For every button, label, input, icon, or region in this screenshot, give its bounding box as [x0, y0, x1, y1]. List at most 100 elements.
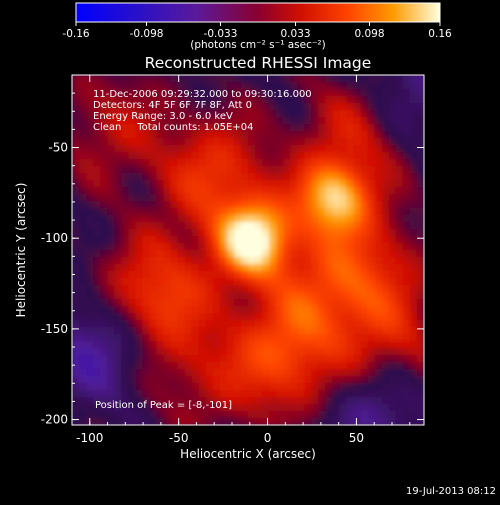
heatmap-cell: [205, 180, 214, 188]
heatmap-cell: [107, 187, 115, 195]
heatmap-cell: [135, 369, 143, 377]
heatmap-cell: [388, 173, 397, 181]
heatmap-cell: [416, 82, 424, 90]
heatmap-cell: [255, 229, 263, 237]
heatmap-cell: [184, 82, 193, 90]
heatmap-cell: [311, 215, 319, 223]
heatmap-cell: [219, 376, 228, 384]
heatmap-cell: [332, 334, 341, 342]
heatmap-cell: [170, 117, 179, 125]
heatmap-cell: [318, 103, 327, 111]
heatmap-cell: [269, 117, 277, 125]
heatmap-cell: [269, 341, 277, 349]
heatmap-cell: [205, 285, 214, 293]
heatmap-cell: [416, 215, 424, 223]
heatmap-cell: [304, 376, 312, 384]
heatmap-cell: [72, 201, 80, 209]
heatmap-cell: [360, 404, 369, 412]
heatmap-cell: [297, 362, 305, 370]
heatmap-cell: [142, 285, 151, 293]
heatmap-cell: [72, 82, 80, 90]
heatmap-cell: [79, 306, 87, 314]
heatmap-cell: [353, 306, 362, 314]
heatmap-cell: [318, 180, 327, 188]
heatmap-cell: [212, 208, 221, 216]
heatmap-cell: [269, 348, 277, 356]
x-tick-label: 50: [349, 431, 364, 445]
heatmap-cell: [395, 362, 404, 370]
heatmap-cell: [114, 320, 122, 328]
heatmap-cell: [142, 257, 151, 265]
heatmap-cell: [135, 215, 143, 223]
heatmap-cell: [332, 117, 341, 125]
heatmap-cell: [142, 187, 151, 195]
heatmap-cell: [367, 201, 376, 209]
heatmap-cell: [72, 257, 80, 265]
heatmap-cell: [177, 418, 186, 425]
heatmap-cell: [262, 89, 270, 97]
heatmap-cell: [191, 82, 200, 90]
heatmap-cell: [374, 173, 383, 181]
heatmap-cell: [332, 362, 341, 370]
heatmap-cell: [170, 299, 179, 307]
heatmap-cell: [128, 96, 136, 104]
heatmap-cell: [149, 383, 158, 391]
heatmap-cell: [184, 313, 193, 321]
heatmap-cell: [121, 257, 129, 265]
heatmap-cell: [121, 376, 129, 384]
heatmap-cell: [212, 313, 221, 321]
heatmap-cell: [135, 152, 143, 160]
heatmap-cell: [381, 243, 390, 251]
heatmap-cell: [318, 257, 327, 265]
heatmap-cell: [212, 124, 221, 132]
heatmap-cell: [388, 299, 397, 307]
heatmap-cell: [170, 82, 179, 90]
heatmap-cell: [262, 355, 270, 363]
heatmap-cell: [409, 243, 418, 251]
heatmap-cell: [142, 376, 151, 384]
heatmap-cell: [416, 299, 424, 307]
heatmap-cell: [395, 89, 404, 97]
heatmap-cell: [353, 96, 362, 104]
heatmap-cell: [269, 250, 277, 258]
heatmap-cell: [269, 390, 277, 398]
heatmap-cell: [262, 187, 270, 195]
heatmap-cell: [79, 320, 87, 328]
heatmap-cell: [346, 131, 355, 139]
heatmap-cell: [156, 404, 165, 412]
heatmap-cell: [262, 166, 270, 174]
heatmap-cell: [205, 173, 214, 181]
heatmap-cell: [72, 362, 80, 370]
heatmap-cell: [72, 369, 80, 377]
heatmap-cell: [262, 201, 270, 209]
heatmap-cell: [86, 334, 94, 342]
heatmap-cell: [205, 124, 214, 132]
heatmap-cell: [86, 369, 94, 377]
heatmap-cell: [142, 215, 151, 223]
heatmap-cell: [184, 145, 193, 153]
heatmap-cell: [311, 334, 319, 342]
heatmap-cell: [142, 243, 151, 251]
heatmap-cell: [381, 208, 390, 216]
heatmap-cell: [360, 285, 369, 293]
heatmap-cell: [367, 250, 376, 258]
heatmap-cell: [135, 75, 143, 83]
heatmap-cell: [226, 110, 235, 118]
heatmap-cell: [184, 201, 193, 209]
heatmap-cell: [402, 159, 411, 167]
heatmap-cell: [402, 257, 411, 265]
heatmap-cell: [184, 327, 193, 335]
heatmap-cell: [325, 103, 334, 111]
heatmap-cell: [283, 299, 291, 307]
heatmap-cell: [311, 320, 319, 328]
heatmap-cell: [311, 257, 319, 265]
heatmap-cell: [318, 138, 327, 146]
heatmap-cell: [198, 131, 207, 139]
heatmap-cell: [409, 166, 418, 174]
heatmap-cell: [191, 418, 200, 425]
heatmap-cell: [332, 243, 341, 251]
heatmap-cell: [93, 110, 101, 118]
heatmap-cell: [191, 390, 200, 398]
heatmap-cell: [240, 411, 249, 419]
heatmap-cell: [290, 208, 298, 216]
